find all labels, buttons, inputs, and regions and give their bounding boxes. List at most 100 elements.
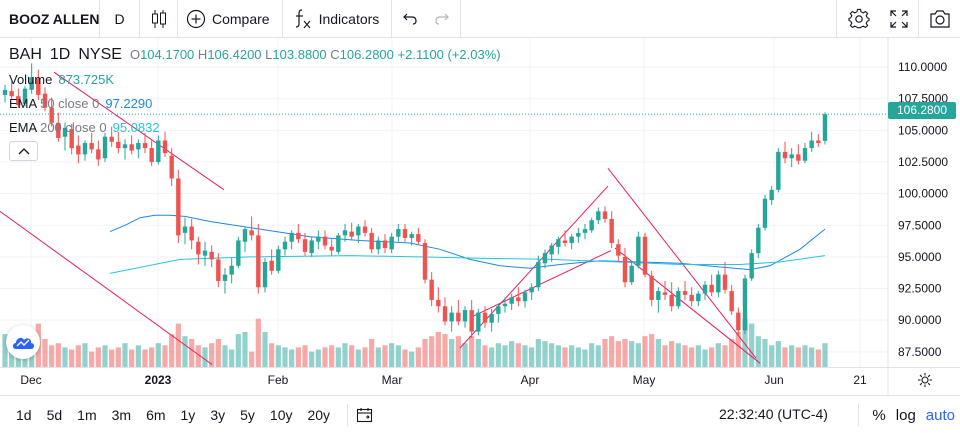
range-20y[interactable]: 20y (307, 406, 331, 423)
volume-bar (735, 332, 741, 367)
time-tick-label: Feb (268, 373, 289, 387)
candle-body (782, 151, 788, 159)
volume-bar (455, 336, 461, 367)
candle-body (482, 312, 488, 323)
range-5y[interactable]: 5y (240, 406, 255, 423)
volume-bar (95, 347, 101, 367)
auto-toggle[interactable]: auto (925, 406, 955, 424)
candle-body (376, 240, 381, 250)
volume-bar (349, 345, 355, 367)
candle-body (216, 259, 221, 281)
volume-bar (329, 345, 335, 367)
legend-collapse-button[interactable] (9, 141, 38, 161)
symbol-search-button[interactable]: BOOZ ALLEN HAMILTON (0, 0, 100, 38)
volume-bar (402, 349, 408, 367)
interval-button[interactable]: D (100, 0, 140, 38)
range-1y[interactable]: 1y (180, 406, 196, 423)
legend-ema200[interactable]: EMA 200 close 0 95.0832 (9, 120, 160, 135)
cloud-chart-icon (13, 337, 34, 349)
time-tick-label: 2023 (145, 373, 172, 387)
redo-icon[interactable] (434, 12, 450, 26)
candle-body (209, 251, 214, 260)
candle-body (489, 313, 494, 323)
volume-bar (809, 347, 815, 367)
candle-body (556, 239, 561, 247)
candles-icon (151, 9, 166, 28)
legend-ema50[interactable]: EMA 50 close 0 97.2290 (9, 96, 152, 111)
time-tick-label: Apr (521, 373, 540, 387)
range-3y[interactable]: 3y (210, 406, 226, 423)
range-3m[interactable]: 3m (111, 406, 132, 423)
volume-bar (122, 343, 128, 367)
candle-body (316, 236, 321, 242)
compare-button[interactable]: Compare (178, 0, 283, 38)
candle-body (682, 291, 688, 295)
candle-body (802, 148, 808, 161)
price-tick-label: 100.0000 (898, 187, 948, 201)
legend-volume[interactable]: Volume 873.725K (9, 72, 114, 87)
volume-bar (169, 334, 175, 367)
tradingview-logo-button[interactable] (6, 325, 40, 359)
calendar-icon[interactable] (356, 407, 374, 423)
candle-body (776, 151, 781, 190)
range-6m[interactable]: 6m (146, 406, 166, 423)
range-1m[interactable]: 1m (77, 406, 97, 423)
volume-bar (642, 336, 648, 367)
high-key: H (197, 47, 208, 62)
interval-label: D (114, 10, 125, 27)
snapshot-button[interactable] (918, 0, 960, 38)
volume-bar (595, 345, 601, 367)
volume-bar (302, 345, 308, 367)
candle-body (222, 274, 228, 281)
volume-bar (189, 339, 195, 367)
volume-bar (675, 343, 681, 367)
chart-type-button[interactable] (140, 0, 178, 38)
fullscreen-button[interactable] (880, 0, 918, 38)
volume-bar (382, 345, 388, 367)
settings-button[interactable] (836, 0, 880, 38)
candle-body (89, 143, 94, 150)
candle-body (82, 143, 88, 155)
volume-bar (655, 339, 661, 367)
volume-bar (389, 343, 395, 367)
clock-display[interactable]: 22:32:40 (UTC-4) (719, 406, 828, 422)
volume-bar (649, 334, 655, 367)
candle-body (662, 292, 668, 295)
candle-body (382, 240, 388, 249)
candle-body (369, 232, 374, 250)
undo-icon[interactable] (402, 12, 418, 26)
candle-body (509, 297, 514, 304)
log-toggle[interactable]: log (895, 406, 916, 424)
divider (347, 403, 349, 426)
volume-bar (429, 336, 435, 367)
candle-body (456, 312, 461, 322)
candle-body (582, 229, 588, 233)
symbol-name: BOOZ ALLEN HAMILTON (9, 10, 100, 27)
volume-bar (162, 345, 168, 367)
range-5d[interactable]: 5d (46, 406, 63, 423)
volume-bar (822, 343, 828, 367)
candle-body (302, 239, 308, 252)
volume-bar (195, 345, 201, 367)
percent-toggle[interactable]: % (872, 406, 886, 424)
open-key: O (129, 47, 141, 62)
candle-body (2, 89, 8, 95)
volume-bar (269, 343, 275, 367)
candle-body (276, 249, 281, 271)
price-tick-label: 90.0000 (898, 313, 942, 327)
trendline (614, 247, 761, 364)
candle-body (176, 178, 181, 236)
volume-bar (555, 345, 561, 367)
candle-body (36, 78, 41, 95)
volume-bar (702, 349, 708, 367)
range-1d[interactable]: 1d (16, 406, 32, 423)
volume-bar (335, 347, 341, 367)
range-10y[interactable]: 10y (269, 406, 293, 423)
high-value: 106.4200 (207, 47, 262, 62)
volume-bar (142, 349, 148, 367)
price-chart[interactable]: 110.0000107.5000105.0000102.5000100.0000… (0, 38, 960, 395)
volume-bar (362, 347, 368, 367)
volume-bar (109, 349, 115, 367)
indicators-button[interactable]: Indicators (283, 0, 393, 38)
candle-body (562, 240, 568, 243)
